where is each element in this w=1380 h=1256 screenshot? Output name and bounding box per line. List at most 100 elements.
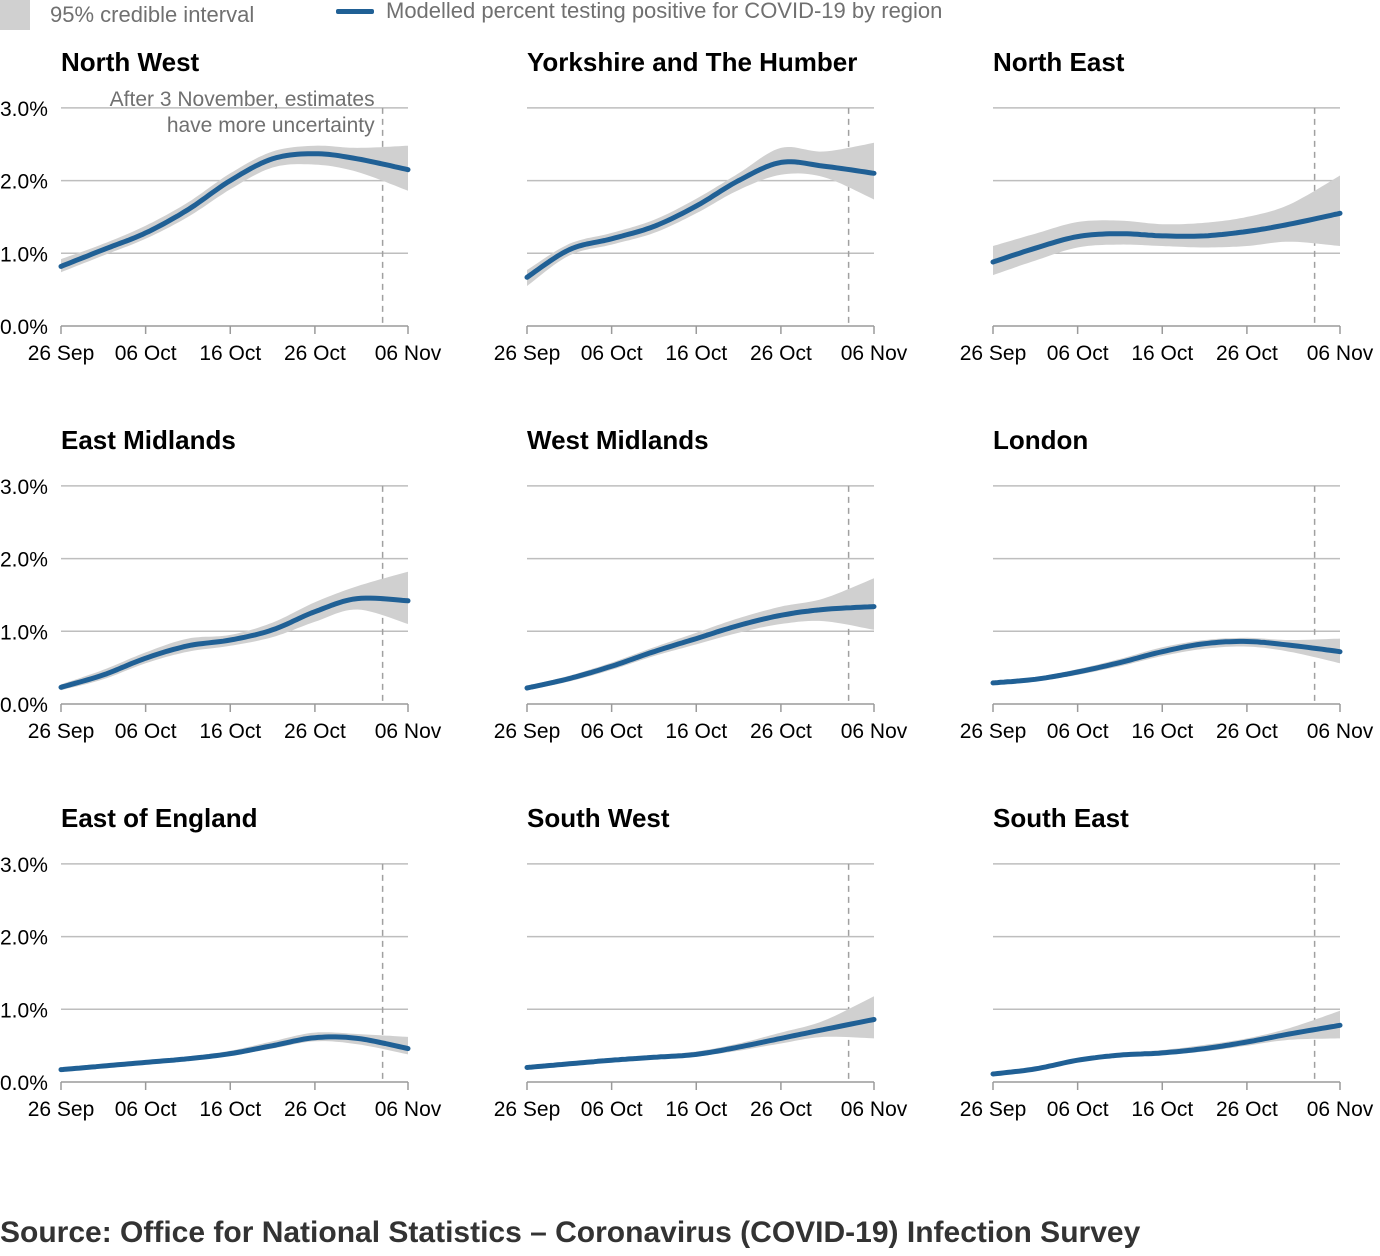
line-swatch bbox=[336, 8, 374, 14]
x-tick-label: 06 Nov bbox=[375, 1098, 442, 1121]
panel-title: North West bbox=[61, 47, 200, 77]
x-tick-label: 26 Oct bbox=[1216, 342, 1278, 365]
x-tick-label: 26 Oct bbox=[1216, 720, 1278, 743]
series-line bbox=[58, 595, 411, 690]
x-tick-label: 26 Sep bbox=[28, 1098, 95, 1121]
x-tick-label: 16 Oct bbox=[199, 342, 261, 365]
series-line bbox=[524, 604, 877, 691]
x-tick-label: 06 Nov bbox=[375, 720, 442, 743]
x-tick-label: 06 Nov bbox=[375, 342, 442, 365]
x-tick-label: 06 Oct bbox=[115, 720, 177, 743]
panel-west-midlands: West Midlands 26 Sep 06 Oct 16 Oct 26 Oct 06 … bbox=[494, 425, 908, 743]
panel-north-east: North East 26 Sep 06 Oct 16 Oct 26 Oct 06 Nov bbox=[960, 47, 1374, 365]
x-tick-label: 16 Oct bbox=[1131, 1098, 1193, 1121]
panel-south-west: South West 26 Sep 06 Oct 16 Oct 26 Oct 06 Nov bbox=[494, 803, 908, 1121]
panel-title: Yorkshire and The Humber bbox=[527, 47, 857, 77]
interval-swatch bbox=[0, 0, 30, 30]
x-tick-label: 06 Oct bbox=[1047, 720, 1109, 743]
x-tick-label: 26 Oct bbox=[284, 342, 346, 365]
x-tick-label: 26 Sep bbox=[494, 1098, 561, 1121]
panel-london: London 26 Sep 06 Oct 16 Oct 26 Oct 06 Nov bbox=[960, 425, 1374, 743]
y-tick-label: 3.0% bbox=[0, 476, 48, 499]
x-tick-label: 26 Oct bbox=[1216, 1098, 1278, 1121]
panel-yorkshire-and-the-humber: Yorkshire and The Humber 26 Sep 06 Oct 16 O… bbox=[494, 47, 908, 365]
series-line bbox=[524, 1017, 877, 1070]
y-tick-label: 2.0% bbox=[0, 549, 48, 572]
x-tick-label: 06 Oct bbox=[1047, 1098, 1109, 1121]
x-tick-label: 06 Oct bbox=[115, 342, 177, 365]
x-tick-label: 16 Oct bbox=[1131, 342, 1193, 365]
credible-interval-band bbox=[527, 142, 874, 286]
x-tick-label: 26 Oct bbox=[750, 1098, 812, 1121]
x-tick-label: 06 Nov bbox=[841, 342, 908, 365]
x-tick-label: 26 Oct bbox=[750, 342, 812, 365]
legend: 95% credible interval Modelled percent t… bbox=[0, 0, 1380, 36]
panel-title: South East bbox=[993, 803, 1129, 833]
x-tick-label: 06 Nov bbox=[1307, 342, 1374, 365]
series-line bbox=[524, 159, 877, 280]
x-tick-label: 26 Oct bbox=[284, 1098, 346, 1121]
legend-item-line: Modelled percent testing positive for CO… bbox=[336, 0, 942, 22]
y-tick-label: 3.0% bbox=[0, 98, 48, 121]
panel-title: East of England bbox=[61, 803, 257, 833]
legend-item-interval: 95% credible interval bbox=[0, 0, 254, 30]
y-tick-label: 3.0% bbox=[0, 854, 48, 877]
x-tick-label: 06 Nov bbox=[841, 720, 908, 743]
credible-interval-band bbox=[527, 996, 874, 1069]
panel-south-east: South East 26 Sep 06 Oct 16 Oct 26 Oct 06 Nov bbox=[960, 803, 1374, 1121]
panel-north-west: North West 0.0% 1.0% 2.0% 3.0% 26 Sep 06 Oct 16… bbox=[0, 47, 442, 365]
series-line bbox=[990, 210, 1343, 265]
x-tick-label: 16 Oct bbox=[199, 1098, 261, 1121]
x-tick-label: 06 Oct bbox=[581, 342, 643, 365]
y-tick-label: 1.0% bbox=[0, 243, 48, 266]
panel-title: North East bbox=[993, 47, 1125, 77]
credible-interval-band bbox=[61, 145, 408, 273]
x-tick-label: 06 Oct bbox=[581, 1098, 643, 1121]
credible-interval-band bbox=[527, 578, 874, 691]
credible-interval-band bbox=[993, 175, 1340, 276]
y-tick-label: 0.0% bbox=[0, 694, 48, 717]
x-tick-label: 26 Oct bbox=[284, 720, 346, 743]
x-tick-label: 26 Sep bbox=[960, 1098, 1027, 1121]
y-tick-label: 0.0% bbox=[0, 316, 48, 339]
x-tick-label: 06 Oct bbox=[581, 720, 643, 743]
x-tick-label: 16 Oct bbox=[1131, 720, 1193, 743]
series-line bbox=[58, 151, 411, 269]
y-tick-label: 1.0% bbox=[0, 621, 48, 644]
x-tick-label: 26 Sep bbox=[494, 720, 561, 743]
x-tick-label: 06 Oct bbox=[115, 1098, 177, 1121]
x-tick-label: 06 Oct bbox=[1047, 342, 1109, 365]
x-tick-label: 06 Nov bbox=[841, 1098, 908, 1121]
x-tick-label: 26 Sep bbox=[960, 342, 1027, 365]
source-note: Source: Office for National Statistics –… bbox=[0, 1216, 1141, 1249]
y-tick-label: 2.0% bbox=[0, 927, 48, 950]
legend-line-label: Modelled percent testing positive for CO… bbox=[386, 0, 943, 23]
y-tick-label: 2.0% bbox=[0, 171, 48, 194]
x-tick-label: 26 Sep bbox=[28, 720, 95, 743]
x-tick-label: 26 Sep bbox=[494, 342, 561, 365]
annotation-line-2: have more uncertainty bbox=[167, 114, 375, 137]
x-tick-label: 16 Oct bbox=[199, 720, 261, 743]
series-line bbox=[58, 1034, 411, 1073]
x-tick-label: 26 Sep bbox=[960, 720, 1027, 743]
annotation-line-1: After 3 November, estimates bbox=[110, 88, 375, 111]
panel-title: London bbox=[993, 425, 1088, 455]
y-tick-label: 0.0% bbox=[0, 1072, 48, 1095]
panel-title: West Midlands bbox=[527, 425, 709, 455]
legend-interval-label: 95% credible interval bbox=[50, 2, 255, 27]
x-tick-label: 06 Nov bbox=[1307, 1098, 1374, 1121]
x-tick-label: 16 Oct bbox=[665, 1098, 727, 1121]
x-tick-label: 26 Sep bbox=[28, 342, 95, 365]
y-tick-label: 1.0% bbox=[0, 999, 48, 1022]
panel-title: South West bbox=[527, 803, 670, 833]
panel-east-of-england: East of England 0.0% 1.0% 2.0% 3.0% 26 Sep 06 … bbox=[0, 803, 442, 1121]
credible-interval-band bbox=[61, 571, 408, 691]
x-tick-label: 16 Oct bbox=[665, 342, 727, 365]
panel-title: East Midlands bbox=[61, 425, 236, 455]
x-tick-label: 16 Oct bbox=[665, 720, 727, 743]
panel-east-midlands: East Midlands 0.0% 1.0% 2.0% 3.0% 26 Sep 06 Oc… bbox=[0, 425, 442, 743]
series-line bbox=[990, 638, 1343, 686]
x-tick-label: 06 Nov bbox=[1307, 720, 1374, 743]
x-tick-label: 26 Oct bbox=[750, 720, 812, 743]
